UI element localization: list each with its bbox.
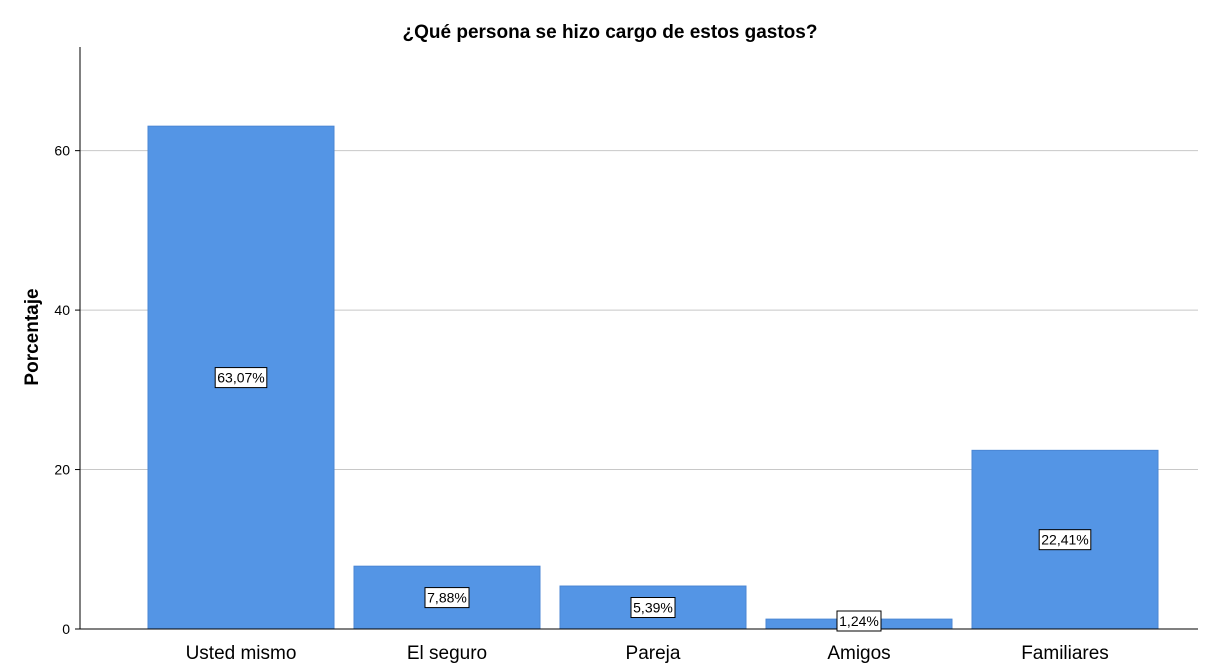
data-label-box [836,610,882,632]
data-label: 63,07% [217,370,264,386]
data-label-box [1038,529,1092,551]
x-tick-label: Pareja [626,643,681,664]
y-tick-label: 20 [54,462,70,478]
x-tick-labels: Usted mismo El seguro Pareja Amigos Familiar… [186,643,1109,664]
axes [75,47,1198,630]
x-tick-label: Familiares [1021,643,1109,664]
data-label-box [424,587,470,609]
y-tick-labels: 0 20 40 60 [54,143,70,637]
data-label: 7,88% [427,590,467,606]
data-label: 5,39% [633,600,673,616]
y-tick-label: 60 [54,143,70,159]
bars [147,125,1159,630]
x-tick-label: El seguro [407,643,487,664]
data-labels: 63,07% 7,88% 5,39% 1,24% 22,41% [214,367,1092,632]
data-label-box [630,597,676,619]
data-label-box [214,367,268,389]
data-label: 1,24% [839,613,879,629]
y-tick-label: 40 [54,302,70,318]
y-tick-label: 0 [62,621,70,637]
chart-title: ¿Qué persona se hizo cargo de estos gast… [403,22,818,43]
x-tick-label: Amigos [827,643,890,664]
x-tick-label: Usted mismo [186,643,297,664]
data-label: 22,41% [1041,532,1088,548]
y-axis-label: Porcentaje [22,288,43,385]
